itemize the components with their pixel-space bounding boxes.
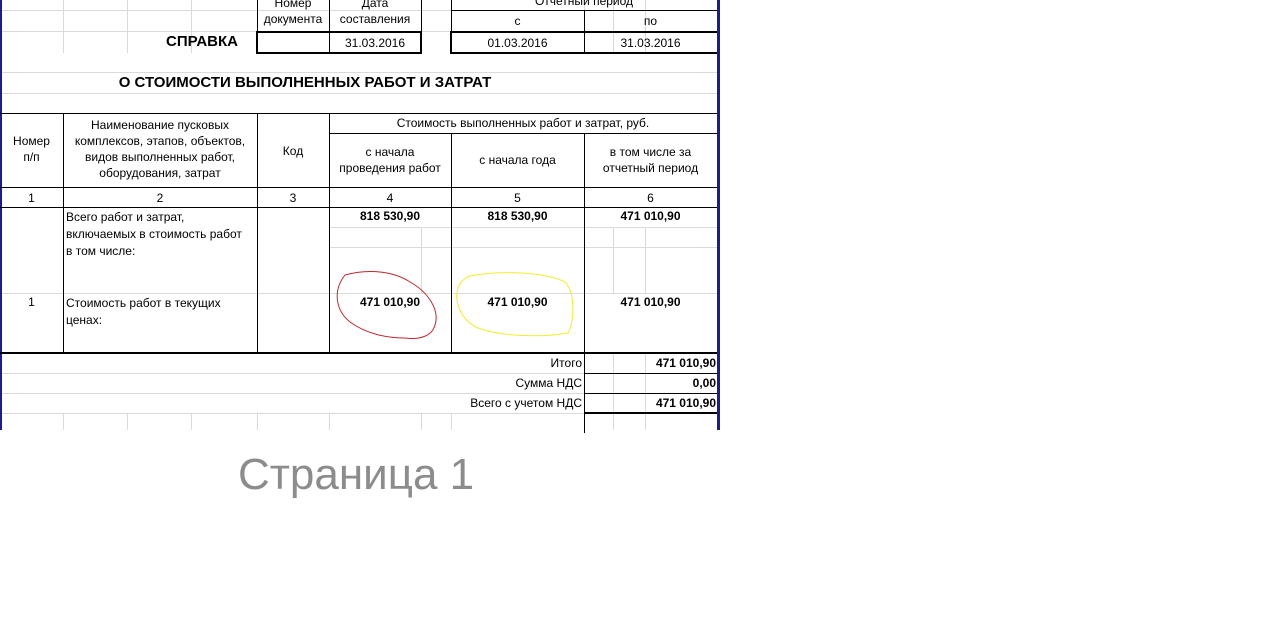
row-name: Стоимость работ в текущих ценах:: [66, 296, 221, 327]
col-number: 1: [28, 191, 35, 205]
col-number: 5: [514, 191, 521, 205]
period-label: Отчетный период: [534, 0, 634, 8]
header-col-period: в том числе за отчетный период: [602, 145, 699, 175]
gridline: [613, 227, 614, 293]
header-col-number: Номер п/п: [13, 134, 50, 164]
grand-total-label: Всего с учетом НДС: [470, 396, 582, 410]
col-number: 3: [289, 191, 297, 205]
row-from-year: 471 010,90: [487, 295, 548, 309]
col-number: 2: [156, 191, 164, 205]
period-to-label: по: [643, 14, 658, 28]
grand-total-value: 471 010,90: [655, 396, 716, 410]
period-from-value: 01.03.2016: [487, 36, 548, 50]
row-number: 1: [28, 295, 35, 309]
gridline: [645, 227, 646, 293]
totals-background: [0, 353, 584, 413]
gridline: [421, 227, 422, 293]
row-from-year: 818 530,90: [487, 209, 548, 223]
header-col-from-start: с начала проведения работ: [339, 145, 441, 175]
gridline: [329, 227, 717, 228]
row-period: 471 010,90: [620, 295, 681, 309]
header-col-name: Наименование пусковых комплексов, этапов,…: [74, 118, 246, 180]
page-border-right: [717, 0, 720, 430]
page-border-left: [0, 0, 2, 430]
vat-label: Сумма НДС: [515, 376, 583, 390]
document-title: СПРАВКА: [166, 33, 238, 50]
gridline: [0, 393, 584, 394]
header-col-code: Код: [282, 144, 304, 158]
col-number: 6: [647, 191, 654, 205]
date-value: 31.03.2016: [344, 36, 406, 50]
hand-drawn-annotations: [336, 270, 574, 339]
table-background: [0, 113, 717, 353]
header-cost-group: Стоимость выполненных работ и затрат, ру…: [396, 116, 650, 130]
total-label: Итого: [550, 356, 582, 370]
date-label: Дата составления: [339, 0, 411, 26]
col-number: 4: [386, 191, 394, 205]
gridline: [0, 293, 717, 294]
total-value: 471 010,90: [655, 356, 716, 370]
doc-number-label: Номер документа: [263, 0, 323, 26]
row-name: Всего работ и затрат, включаемых в стоимо…: [66, 210, 242, 258]
gridline: [0, 10, 717, 11]
gridline: [0, 373, 584, 374]
gridline: [0, 413, 717, 414]
period-from-label: с: [514, 14, 521, 28]
row-from-start: 818 530,90: [359, 209, 421, 223]
blank-band: [0, 53, 717, 113]
document-subtitle: О СТОИМОСТИ ВЫПОЛНЕННЫХ РАБОТ И ЗАТРАТ: [118, 74, 492, 91]
page-watermark: Страница 1: [238, 450, 475, 499]
yellow-circle-annotation: [456, 272, 574, 337]
period-to-value: 31.03.2016: [620, 36, 681, 50]
red-circle-annotation: [336, 270, 437, 339]
gridline: [0, 93, 717, 94]
gridline: [0, 72, 717, 73]
header-col-from-year: с начала года: [479, 153, 556, 167]
row-period: 471 010,90: [620, 209, 681, 223]
gridline: [329, 247, 717, 248]
row-from-start: 471 010,90: [359, 295, 421, 309]
vat-value: 0,00: [692, 376, 716, 390]
